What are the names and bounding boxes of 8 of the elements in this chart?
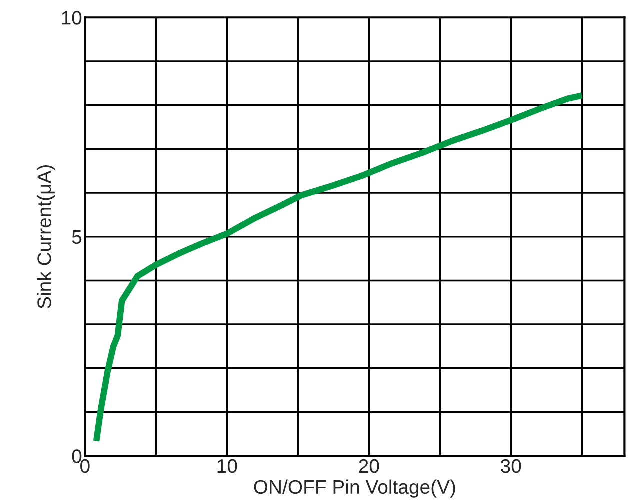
y-tick-label: 5 — [72, 230, 82, 244]
y-tick-label: 10 — [62, 11, 82, 25]
x-axis-title: ON/OFF Pin Voltage(V) — [254, 480, 456, 498]
x-tick-label: 10 — [218, 459, 238, 474]
y-axis-title: Sink Current(μA) — [37, 165, 56, 309]
x-tick-label: 30 — [501, 459, 522, 474]
x-tick-label: 20 — [359, 459, 380, 474]
y-tick-label: 0 — [72, 450, 82, 464]
